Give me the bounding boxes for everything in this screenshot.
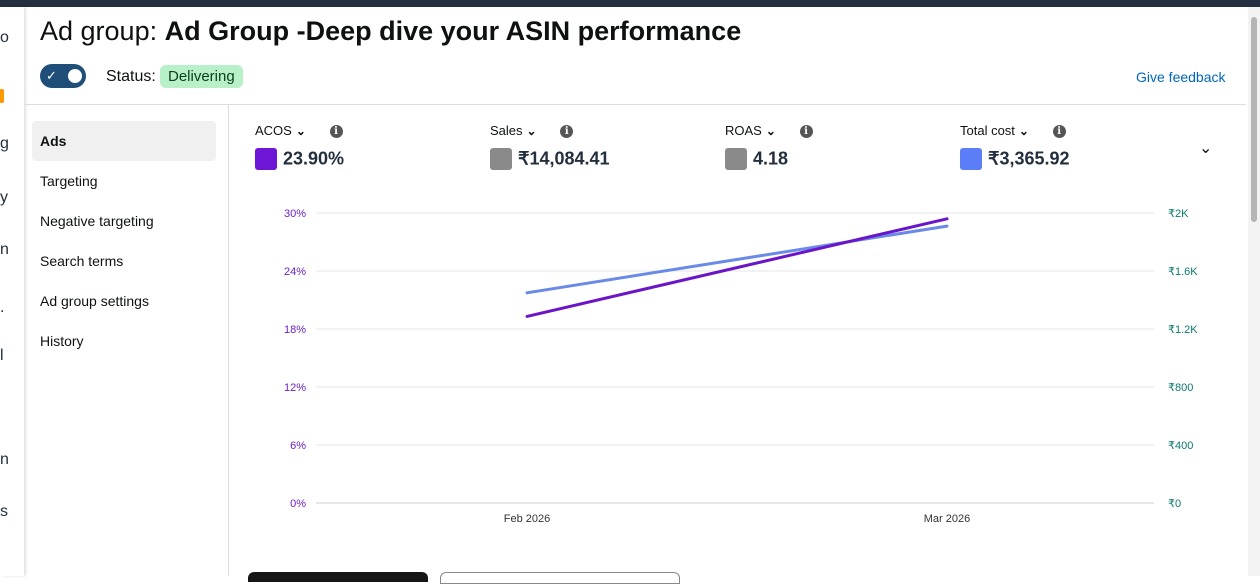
rail-glyph: g xyxy=(0,135,9,152)
series-line-acos xyxy=(525,217,949,318)
rail-glyph: s xyxy=(0,503,8,520)
status-toggle[interactable]: ✓ xyxy=(40,64,86,88)
series-color-swatch[interactable] xyxy=(960,148,982,170)
metric-value: 4.18 xyxy=(753,148,789,169)
rail-glyph: y xyxy=(0,189,8,206)
rail-glyph: n xyxy=(0,241,9,258)
y-left-tick-label: 24% xyxy=(284,266,306,278)
primary-action-button[interactable] xyxy=(248,572,428,582)
page-title-prefix: Ad group: xyxy=(40,16,158,46)
metric-roas: ROAS ⌄ i 4.18 xyxy=(725,122,813,170)
sidebar-item-negative-targeting[interactable]: Negative targeting xyxy=(40,213,154,229)
sidebar-item-ads[interactable]: Ads xyxy=(32,121,216,161)
metric-total-cost: Total cost ⌄ i ₹3,365.92 xyxy=(960,122,1070,170)
check-icon: ✓ xyxy=(46,68,57,83)
scrollbar-thumb[interactable] xyxy=(1251,17,1257,222)
performance-line-chart: 0% ₹0 6% ₹400 12% ₹800 18% ₹1.2K 24% ₹1.6K 30% ₹2K F… xyxy=(284,208,1198,525)
info-icon[interactable]: i xyxy=(560,125,574,139)
y-left-tick-label: 0% xyxy=(290,498,306,510)
rail-glyph: l xyxy=(0,347,4,364)
metric-selector[interactable]: ACOS ⌄ xyxy=(255,123,306,138)
sidebar-item-search-terms[interactable]: Search terms xyxy=(40,253,124,269)
metric-selector[interactable]: Sales ⌄ xyxy=(490,123,537,138)
chevron-down-icon: ⌄ xyxy=(526,124,537,138)
metric-selector[interactable]: Total cost ⌄ xyxy=(960,123,1029,138)
metric-sales: Sales ⌄ i ₹14,084.41 xyxy=(490,122,610,170)
sidebar-item-history[interactable]: History xyxy=(40,333,84,349)
metric-acos: ACOS ⌄ i 23.90% xyxy=(255,122,344,170)
series-color-swatch[interactable] xyxy=(490,148,512,170)
status-label: Status: xyxy=(106,68,156,85)
series-color-swatch[interactable] xyxy=(725,148,747,170)
status-badge: Delivering xyxy=(160,65,243,88)
x-tick-label: Mar 2026 xyxy=(924,513,970,525)
metric-value: ₹3,365.92 xyxy=(988,148,1070,169)
chevron-down-icon: ⌄ xyxy=(1018,124,1029,138)
series-line-total-cost xyxy=(525,224,949,295)
y-right-tick-label: ₹400 xyxy=(1168,440,1193,452)
expand-chevron-icon[interactable]: ⌄ xyxy=(1199,140,1213,157)
y-right-tick-label: ₹2K xyxy=(1168,208,1189,220)
info-icon[interactable]: i xyxy=(799,125,813,139)
y-left-tick-label: 30% xyxy=(284,208,306,220)
metric-label: ROAS xyxy=(725,123,762,138)
give-feedback-link[interactable]: Give feedback xyxy=(1136,69,1226,85)
sidebar-nav: Ads Targeting Negative targeting Search … xyxy=(32,121,216,361)
top-bar xyxy=(0,0,1260,7)
info-icon[interactable]: i xyxy=(329,125,343,139)
y-left-tick-label: 18% xyxy=(284,324,306,336)
metric-label: ACOS xyxy=(255,123,292,138)
header-divider xyxy=(24,104,1246,105)
y-right-tick-label: ₹1.2K xyxy=(1168,324,1198,336)
page-scrollbar[interactable] xyxy=(1248,7,1260,576)
rail-active-marker xyxy=(0,89,4,103)
y-left-tick-label: 12% xyxy=(284,382,306,394)
metric-label: Sales xyxy=(490,123,523,138)
secondary-action-button[interactable] xyxy=(440,572,680,584)
y-left-tick-label: 6% xyxy=(290,440,306,452)
left-navigation-rail: o g y n . l n s xyxy=(0,7,24,576)
metric-value: ₹14,084.41 xyxy=(518,148,610,169)
sidebar-item-ad-group-settings[interactable]: Ad group settings xyxy=(40,293,149,309)
y-right-tick-label: ₹800 xyxy=(1168,382,1193,394)
sidebar-item-targeting[interactable]: Targeting xyxy=(40,173,98,189)
y-right-tick-label: ₹0 xyxy=(1168,498,1181,510)
chevron-down-icon: ⌄ xyxy=(295,124,306,138)
sidebar-divider xyxy=(228,105,229,576)
rail-glyph: n xyxy=(0,451,9,468)
rail-glyph: o xyxy=(0,29,9,46)
page-title-name: Ad Group -Deep dive your ASIN performanc… xyxy=(164,16,742,46)
y-right-tick-label: ₹1.6K xyxy=(1168,266,1198,278)
rail-glyph: . xyxy=(0,299,5,316)
metric-label: Total cost xyxy=(960,123,1015,138)
metric-value: 23.90% xyxy=(283,148,345,169)
page-title: Ad group: Ad Group -Deep dive your ASIN … xyxy=(40,14,741,48)
series-color-swatch[interactable] xyxy=(255,148,277,170)
metric-selector[interactable]: ROAS ⌄ xyxy=(725,123,776,138)
info-icon[interactable]: i xyxy=(1052,125,1066,139)
toggle-knob xyxy=(68,69,82,83)
chevron-down-icon: ⌄ xyxy=(765,124,776,138)
x-tick-label: Feb 2026 xyxy=(504,513,550,525)
